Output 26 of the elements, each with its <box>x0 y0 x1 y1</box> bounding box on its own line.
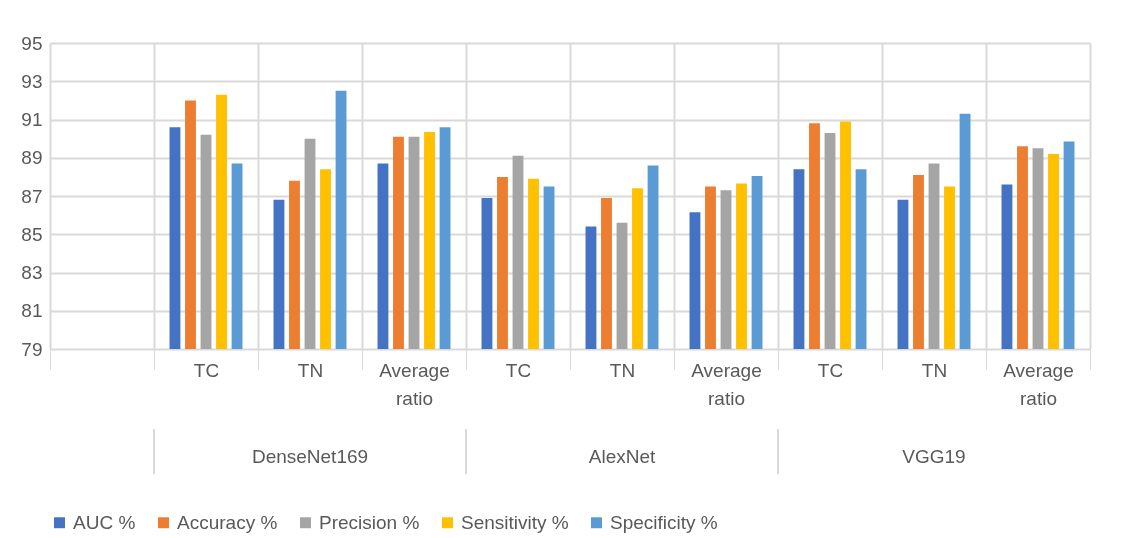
text: AlexNet <box>588 446 656 467</box>
y-tick-label: 89 <box>21 147 43 169</box>
x-tick-label: Average ratio <box>379 359 450 409</box>
legend-label: AUC % <box>73 511 136 533</box>
legend-label: Precision % <box>319 511 420 533</box>
text: DenseNet169 <box>251 446 369 467</box>
y-tick-label: 85 <box>21 223 43 245</box>
x-tick-label: TN <box>921 359 948 381</box>
y-tick-label: 95 <box>21 32 43 54</box>
x-tick-label: TC <box>193 359 220 381</box>
x-tick-label: TC <box>817 359 844 381</box>
x-tick-label: TC <box>505 359 532 381</box>
y-tick-label: 91 <box>21 109 43 130</box>
x-tick-label: TN <box>609 359 636 381</box>
x-tick-label: Average ratio <box>1003 359 1074 409</box>
legend-label: Accuracy % <box>177 511 278 533</box>
y-tick-label: 83 <box>21 262 43 283</box>
y-tick-label: 87 <box>21 185 43 207</box>
y-tick-label: 93 <box>21 70 43 92</box>
x-tick-label: Average ratio <box>691 359 762 409</box>
x-tick-label: TN <box>297 359 324 381</box>
y-tick-label: 79 <box>21 338 43 360</box>
text: VGG19 <box>902 446 966 467</box>
legend-label: Specificity % <box>610 511 718 533</box>
legend-label: Sensitivity % <box>461 511 569 533</box>
y-tick-label: 81 <box>21 300 43 322</box>
